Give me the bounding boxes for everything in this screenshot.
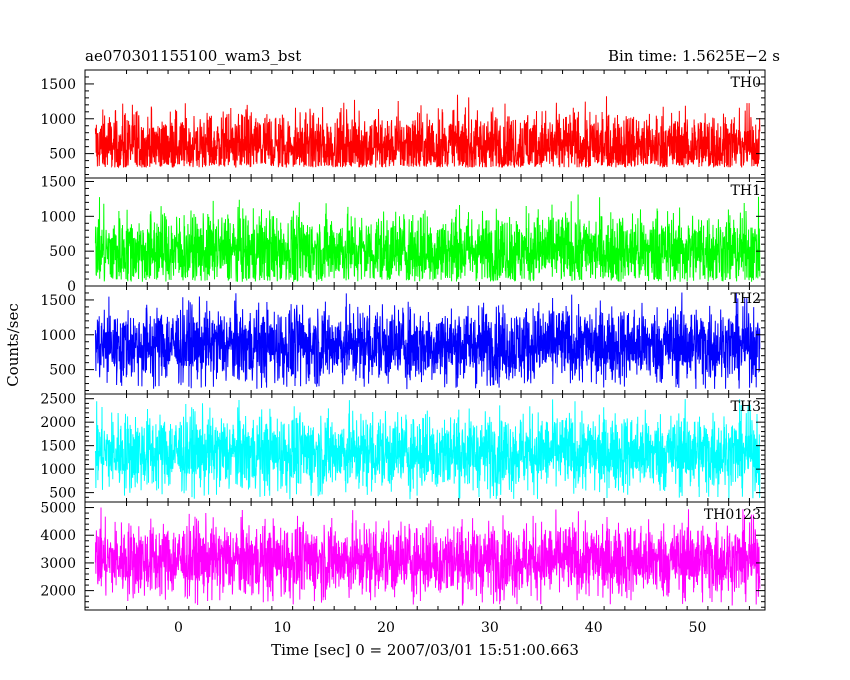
y-tick-label: 500 [49, 486, 76, 502]
y-tick-label: 500 [49, 363, 76, 379]
series-line-th0123 [94, 507, 761, 606]
series-line-th1 [94, 194, 761, 282]
x-axis-label: Time [sec] 0 = 2007/03/01 15:51:00.663 [271, 641, 579, 659]
y-axis-label: Counts/sec [4, 303, 22, 387]
y-tick-label: 500 [49, 244, 76, 260]
y-tick-label: 3000 [40, 556, 76, 572]
y-tick-label: 1000 [40, 462, 76, 478]
y-tick-label: 2000 [40, 584, 76, 600]
chart-title: ae070301155100_wam3_bst [85, 47, 301, 65]
x-tick-label: 30 [481, 620, 499, 636]
y-tick-label: 1500 [40, 77, 76, 93]
panel-label-th2: TH2 [731, 291, 761, 307]
x-tick-label: 50 [689, 620, 707, 636]
series-line-th2 [94, 292, 761, 390]
y-tick-label: 500 [49, 147, 76, 163]
panel-label-th0123: TH0123 [704, 507, 761, 523]
y-tick-label: 5000 [40, 501, 76, 517]
y-tick-label: 2000 [40, 415, 76, 431]
y-tick-label: 4000 [40, 528, 76, 544]
x-tick-label: 0 [174, 620, 183, 636]
x-tick-label: 20 [377, 620, 395, 636]
y-tick-label: 1000 [40, 328, 76, 344]
y-tick-label: 2500 [40, 392, 76, 408]
x-tick-label: 40 [585, 620, 603, 636]
series-line-th3 [94, 399, 761, 500]
y-tick-label: 1000 [40, 112, 76, 128]
y-tick-label: 1000 [40, 209, 76, 225]
panel-frame [84, 501, 766, 611]
y-tick-label: 0 [67, 279, 76, 295]
y-tick-label: 1500 [40, 439, 76, 455]
y-tick-label: 1500 [40, 174, 76, 190]
panel-label-th0: TH0 [731, 75, 761, 91]
panels-group: TH050010001500TH1050010001500TH250010001… [40, 69, 766, 636]
panel-label-th3: TH3 [731, 399, 761, 415]
x-tick-label: 10 [273, 620, 291, 636]
series-line-th0 [94, 94, 761, 169]
bin-time-label: Bin time: 1.5625E−2 s [608, 47, 780, 65]
y-tick-label: 1500 [40, 293, 76, 309]
panel-label-th1: TH1 [731, 183, 761, 199]
